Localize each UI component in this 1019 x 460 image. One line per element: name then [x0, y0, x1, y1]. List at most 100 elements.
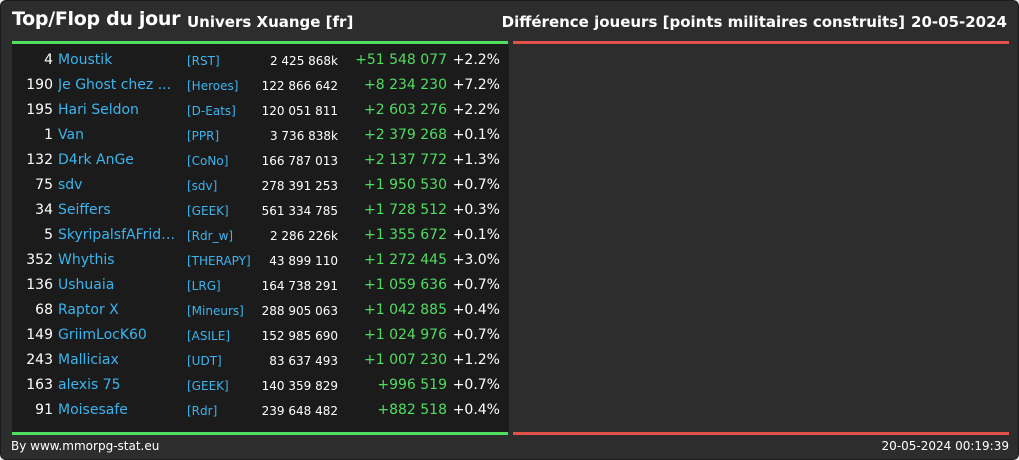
player-rank: 163 — [26, 377, 53, 393]
player-points: 140 359 829 — [261, 379, 338, 393]
percent-change: +0.4% — [452, 302, 500, 318]
points-difference: +1 007 230 — [364, 352, 447, 368]
player-name-link[interactable]: Moisesafe — [58, 402, 128, 418]
player-rank: 190 — [26, 77, 53, 93]
alliance-tag-link[interactable]: [ASILE] — [187, 329, 230, 343]
points-difference: +2 137 772 — [364, 152, 447, 168]
player-rank: 136 — [26, 277, 53, 293]
percent-change: +7.2% — [452, 77, 500, 93]
player-name-link[interactable]: sdv — [58, 177, 83, 193]
points-difference: +996 519 — [377, 377, 447, 393]
player-rank: 75 — [35, 177, 53, 193]
alliance-tag-link[interactable]: [PPR] — [187, 129, 220, 143]
player-points: 122 866 642 — [261, 79, 338, 93]
points-difference: +1 042 885 — [364, 302, 447, 318]
table-row: 75 sdv [sdv] 278 391 253 +1 950 530 +0.7% — [12, 174, 509, 199]
player-rank: 91 — [35, 402, 53, 418]
table-row: 4 Moustik [RST] 2 425 868k +51 548 077 +2.2% — [12, 49, 509, 74]
page-title: Top/Flop du jour — [12, 8, 181, 30]
player-name-link[interactable]: Moustik — [58, 52, 113, 68]
points-difference: +1 272 445 — [364, 252, 447, 268]
player-name-link[interactable]: alexis 75 — [58, 377, 121, 393]
points-difference: +8 234 230 — [364, 77, 447, 93]
percent-change: +0.1% — [452, 127, 500, 143]
player-points: 2 286 226k — [269, 229, 338, 243]
generated-timestamp: 20-05-2024 00:19:39 — [881, 439, 1009, 453]
points-difference: +1 024 976 — [364, 327, 447, 343]
ranking-type-label: Différence joueurs [points militaires co… — [501, 13, 905, 31]
player-name-link[interactable]: Van — [58, 127, 84, 143]
player-points: 561 334 785 — [261, 204, 338, 218]
top-gain-divider — [12, 41, 508, 44]
player-name-link[interactable]: D4rk AnGe — [58, 152, 134, 168]
percent-change: +1.3% — [452, 152, 500, 168]
alliance-tag-link[interactable]: [CoNo] — [187, 154, 229, 168]
top-loss-divider — [513, 41, 1009, 44]
alliance-tag-link[interactable]: [sdv] — [187, 179, 218, 193]
universe-label: Univers Xuange [fr] — [187, 13, 354, 31]
player-points: 288 905 063 — [261, 304, 338, 318]
table-row: 163 alexis 75 [GEEK] 140 359 829 +996 519 +0.… — [12, 374, 509, 399]
player-rank: 1 — [44, 127, 53, 143]
table-row: 149 GriimLocK60 [ASILE] 152 985 690 +1 024 9… — [12, 324, 509, 349]
percent-change: +0.7% — [452, 277, 500, 293]
player-rank: 5 — [44, 227, 53, 243]
points-difference: +2 603 276 — [364, 102, 447, 118]
player-name-link[interactable]: Ushuaia — [58, 277, 115, 293]
player-name-link[interactable]: Hari Seldon — [58, 102, 139, 118]
player-name-link[interactable]: SkyripalsfAFridg... — [58, 227, 182, 243]
alliance-tag-link[interactable]: [Mineurs] — [187, 304, 244, 318]
alliance-tag-link[interactable]: [LRG] — [187, 279, 221, 293]
player-name-link[interactable]: Raptor X — [58, 302, 119, 318]
alliance-tag-link[interactable]: [D-Eats] — [187, 104, 236, 118]
player-points: 2 425 868k — [269, 54, 338, 68]
points-difference: +1 950 530 — [364, 177, 447, 193]
table-row: 68 Raptor X [Mineurs] 288 905 063 +1 042 885… — [12, 299, 509, 324]
alliance-tag-link[interactable]: [Rdr] — [187, 404, 218, 418]
percent-change: +2.2% — [452, 102, 500, 118]
player-rank: 34 — [35, 202, 53, 218]
table-row: 91 Moisesafe [Rdr] 239 648 482 +882 518 +0.4% — [12, 399, 509, 424]
table-row: 1 Van [PPR] 3 736 838k +2 379 268 +0.1% — [12, 124, 509, 149]
gainers-list: 4 Moustik [RST] 2 425 868k +51 548 077 +2.2% 1… — [12, 49, 509, 424]
percent-change: +0.3% — [452, 202, 500, 218]
bottom-gain-divider — [12, 432, 508, 435]
alliance-tag-link[interactable]: [GEEK] — [187, 379, 229, 393]
alliance-tag-link[interactable]: [UDT] — [187, 354, 222, 368]
alliance-tag-link[interactable]: [RST] — [187, 54, 220, 68]
bottom-loss-divider — [513, 432, 1009, 435]
table-row: 34 Seiffers [GEEK] 561 334 785 +1 728 512 +0.… — [12, 199, 509, 224]
percent-change: +0.1% — [452, 227, 500, 243]
alliance-tag-link[interactable]: [Heroes] — [187, 79, 239, 93]
percent-change: +0.7% — [452, 377, 500, 393]
player-rank: 352 — [26, 252, 53, 268]
percent-change: +2.2% — [452, 52, 500, 68]
percent-change: +0.4% — [452, 402, 500, 418]
player-points: 83 637 493 — [269, 354, 338, 368]
percent-change: +1.2% — [452, 352, 500, 368]
alliance-tag-link[interactable]: [Rdr_w] — [187, 229, 234, 243]
player-points: 239 648 482 — [261, 404, 338, 418]
player-name-link[interactable]: Whythis — [58, 252, 115, 268]
alliance-tag-link[interactable]: [THERAPY] — [187, 254, 251, 268]
percent-change: +0.7% — [452, 327, 500, 343]
player-points: 278 391 253 — [261, 179, 338, 193]
player-points: 166 787 013 — [261, 154, 338, 168]
player-rank: 243 — [26, 352, 53, 368]
alliance-tag-link[interactable]: [GEEK] — [187, 204, 229, 218]
player-rank: 195 — [26, 102, 53, 118]
table-row: 190 Je Ghost chez ... [Heroes] 122 866 642 +… — [12, 74, 509, 99]
player-name-link[interactable]: Malliciax — [58, 352, 119, 368]
points-difference: +1 355 672 — [364, 227, 447, 243]
player-name-link[interactable]: Je Ghost chez ... — [58, 77, 172, 93]
player-name-link[interactable]: Seiffers — [58, 202, 111, 218]
player-rank: 68 — [35, 302, 53, 318]
percent-change: +3.0% — [452, 252, 500, 268]
player-name-link[interactable]: GriimLocK60 — [58, 327, 147, 343]
player-rank: 4 — [44, 52, 53, 68]
player-points: 120 051 811 — [261, 104, 338, 118]
table-row: 352 Whythis [THERAPY] 43 899 110 +1 272 445 +… — [12, 249, 509, 274]
table-row: 195 Hari Seldon [D-Eats] 120 051 811 +2 603 … — [12, 99, 509, 124]
player-points: 43 899 110 — [269, 254, 338, 268]
